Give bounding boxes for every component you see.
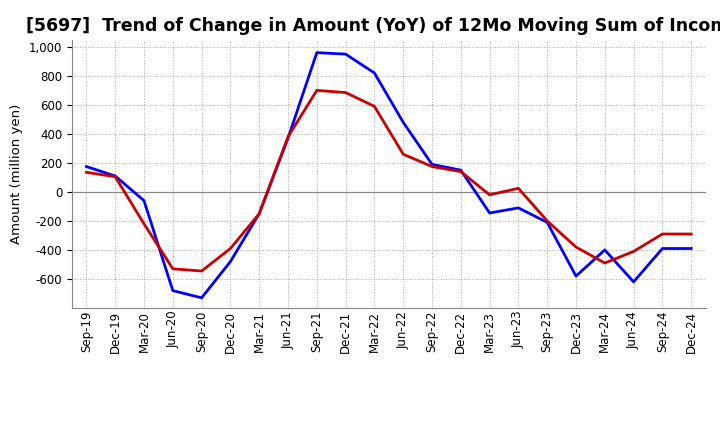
Ordinary Income <box>658 246 667 251</box>
Net Income <box>111 174 120 180</box>
Ordinary Income <box>428 162 436 167</box>
Ordinary Income <box>485 210 494 216</box>
Ordinary Income <box>687 246 696 251</box>
Ordinary Income <box>284 136 292 141</box>
Net Income <box>312 88 321 93</box>
Net Income <box>168 266 177 271</box>
Ordinary Income <box>197 295 206 301</box>
Net Income <box>140 221 148 227</box>
Ordinary Income <box>168 288 177 293</box>
Net Income <box>687 231 696 237</box>
Net Income <box>600 260 609 266</box>
Net Income <box>284 134 292 139</box>
Net Income <box>197 268 206 274</box>
Y-axis label: Amount (million yen): Amount (million yen) <box>10 104 23 244</box>
Net Income <box>456 169 465 174</box>
Ordinary Income <box>600 247 609 253</box>
Ordinary Income <box>111 173 120 179</box>
Net Income <box>341 90 350 95</box>
Ordinary Income <box>82 164 91 169</box>
Ordinary Income <box>255 211 264 216</box>
Ordinary Income <box>543 220 552 225</box>
Net Income <box>629 249 638 254</box>
Net Income <box>514 186 523 191</box>
Net Income <box>485 192 494 198</box>
Net Income <box>226 246 235 251</box>
Ordinary Income <box>312 50 321 55</box>
Ordinary Income <box>629 279 638 285</box>
Net Income <box>399 151 408 157</box>
Net Income <box>572 245 580 250</box>
Ordinary Income <box>226 259 235 264</box>
Line: Net Income: Net Income <box>86 90 691 271</box>
Net Income <box>543 218 552 224</box>
Net Income <box>255 211 264 216</box>
Ordinary Income <box>341 51 350 57</box>
Net Income <box>658 231 667 237</box>
Ordinary Income <box>514 205 523 210</box>
Net Income <box>370 104 379 109</box>
Ordinary Income <box>140 198 148 203</box>
Ordinary Income <box>456 168 465 173</box>
Ordinary Income <box>370 70 379 76</box>
Net Income <box>428 164 436 169</box>
Line: Ordinary Income: Ordinary Income <box>86 53 691 298</box>
Ordinary Income <box>572 273 580 279</box>
Title: [5697]  Trend of Change in Amount (YoY) of 12Mo Moving Sum of Incomes: [5697] Trend of Change in Amount (YoY) o… <box>27 17 720 35</box>
Net Income <box>82 170 91 175</box>
Ordinary Income <box>399 120 408 125</box>
